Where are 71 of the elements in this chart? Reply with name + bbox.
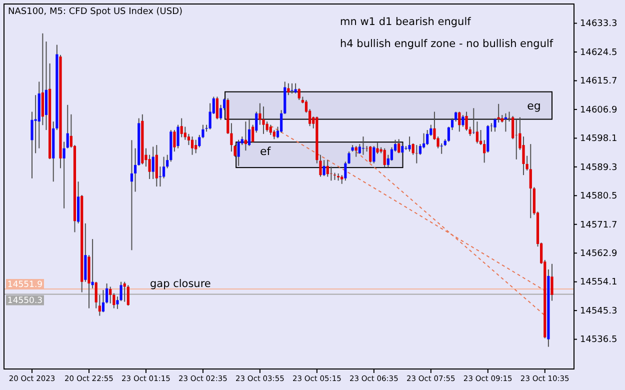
candlestick (190, 136, 194, 156)
candlestick (383, 148, 386, 168)
candlestick (272, 130, 276, 140)
candlestick (462, 114, 464, 128)
annotation: gap closure (150, 278, 211, 290)
candlestick (62, 141, 66, 209)
candlestick (187, 133, 190, 146)
candlestick (216, 96, 219, 120)
candlestick (298, 88, 300, 100)
candlestick (237, 139, 240, 166)
y-tick-label: 14598.1 (580, 134, 618, 144)
candlestick (287, 82, 290, 96)
y-tick-label: 14545.3 (580, 306, 618, 316)
candlestick (294, 82, 297, 94)
chart-title: NAS100, M5: CFD Spot US Index (USD) (8, 7, 183, 17)
y-tick-label: 14562.9 (580, 248, 618, 259)
candlestick (269, 124, 272, 136)
candlestick (258, 102, 262, 126)
candlestick (550, 263, 554, 302)
annotation: h4 bullish engulf zone - no bullish engulf (340, 38, 554, 50)
y-tick-label: 14615.7 (580, 76, 618, 87)
ref-line-label: 14550.3 (7, 296, 43, 306)
candlestick (194, 139, 198, 154)
candlestick (109, 286, 112, 304)
candlestick (376, 142, 379, 154)
y-tick-label: 14580.5 (580, 192, 618, 202)
candlestick (512, 115, 514, 140)
candlestick (244, 121, 247, 152)
candlestick (372, 146, 376, 164)
candlestick (162, 156, 166, 179)
candlestick (398, 138, 400, 154)
candlestick (105, 282, 108, 304)
candlestick (330, 166, 332, 182)
candlestick (369, 146, 372, 164)
band-label: eg (527, 100, 541, 113)
y-tick-label: 14606.9 (580, 105, 618, 116)
candlestick (155, 144, 158, 187)
candlestick (322, 160, 326, 177)
candlestick (180, 118, 183, 138)
band-label: ef (260, 145, 272, 158)
candlestick (34, 94, 37, 154)
candlestick (401, 142, 404, 154)
candlestick (248, 119, 251, 147)
candlestick (326, 160, 329, 178)
candlestick (458, 111, 461, 132)
candlestick (266, 121, 268, 132)
candlestick (252, 124, 254, 144)
annotation: mn w1 d1 bearish engulf (340, 16, 472, 28)
candlestick (415, 144, 418, 164)
candlestick (426, 130, 429, 146)
ref-line-label: 14551.9 (7, 280, 43, 290)
candlestick (102, 289, 105, 313)
candlestick (390, 146, 394, 162)
y-tick-label: 14571.7 (580, 220, 618, 230)
candlestick (447, 126, 450, 142)
candlestick (408, 136, 411, 152)
candlestick (130, 140, 134, 251)
y-tick-label: 14633.3 (580, 19, 618, 30)
candlestick (66, 104, 69, 149)
y-tick-label: 14536.5 (580, 335, 618, 346)
y-tick-label: 14589.3 (580, 162, 618, 173)
candlestick (126, 284, 130, 306)
candlestick (418, 144, 422, 156)
y-tick-label: 14554.1 (580, 278, 618, 288)
y-tick-label: 14624.5 (580, 48, 618, 58)
candlestick (440, 142, 443, 154)
candlestick (476, 121, 479, 144)
candlestick (262, 106, 265, 134)
candlestick (290, 82, 294, 94)
candlestick (152, 146, 154, 180)
candlestick (529, 144, 532, 219)
